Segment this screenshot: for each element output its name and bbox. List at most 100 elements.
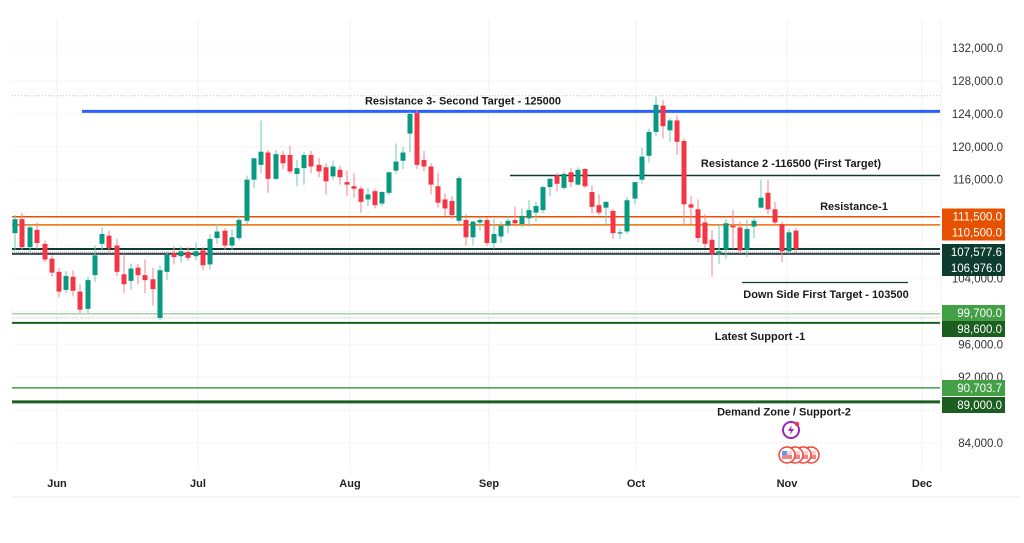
candle xyxy=(751,216,757,239)
candle xyxy=(372,188,378,209)
price-badge xyxy=(942,321,1005,337)
annotation-label: Demand Zone / Support-2 xyxy=(717,406,851,418)
price-tick-label: 96,000.0 xyxy=(958,339,1003,351)
candle xyxy=(236,215,242,241)
candle xyxy=(414,109,420,169)
candle xyxy=(251,158,257,188)
candle xyxy=(106,230,112,254)
price-axis[interactable]: 132,000.0 128,000.0 124,000.0 120,000.0 116,… xyxy=(940,20,1003,470)
candle xyxy=(610,209,616,239)
candle xyxy=(77,284,83,313)
candle xyxy=(128,263,134,290)
price-badge xyxy=(942,305,1005,321)
candle xyxy=(351,173,357,198)
price-tick-label: 120,000.0 xyxy=(952,142,1003,154)
candle xyxy=(660,99,666,139)
candle xyxy=(688,196,694,225)
event-icons[interactable] xyxy=(778,421,820,464)
candle xyxy=(365,187,371,207)
candle xyxy=(470,220,476,246)
svg-text:90,703.7: 90,703.7 xyxy=(957,383,1002,395)
candle xyxy=(34,222,40,249)
price-badge xyxy=(942,208,1005,225)
candle xyxy=(99,227,105,251)
price-badges: 111,500.0 110,500.0 107,577.6 106,976.0 99,7… xyxy=(942,208,1005,413)
candle xyxy=(596,194,602,216)
price-tick-label: 132,000.0 xyxy=(952,43,1003,55)
price-badge xyxy=(942,380,1005,396)
candle xyxy=(639,147,645,184)
candle xyxy=(512,206,518,227)
candles xyxy=(12,96,799,321)
candle xyxy=(185,247,191,262)
candle xyxy=(12,215,18,252)
candle xyxy=(337,165,343,185)
candle xyxy=(344,170,350,197)
price-tick-label: 128,000.0 xyxy=(952,76,1003,88)
candle xyxy=(786,229,792,254)
svg-text:107,577.6: 107,577.6 xyxy=(951,247,1002,259)
candle xyxy=(200,247,206,271)
time-tick-label: Jun xyxy=(47,478,67,490)
candle xyxy=(27,224,33,254)
candle xyxy=(229,229,235,250)
price-tick-label: 116,000.0 xyxy=(953,175,1003,187)
candle xyxy=(244,175,250,225)
candle xyxy=(653,96,659,137)
candle xyxy=(428,163,434,195)
candle xyxy=(709,229,715,277)
candle xyxy=(568,168,574,188)
candle xyxy=(273,150,279,180)
svg-text:98,600.0: 98,600.0 xyxy=(957,324,1002,336)
candle xyxy=(575,167,581,186)
candle xyxy=(178,246,184,263)
candle xyxy=(674,115,680,155)
candle xyxy=(716,224,722,264)
time-tick-label: Nov xyxy=(777,478,799,490)
annotation-label: Latest Support -1 xyxy=(715,331,805,343)
candle xyxy=(42,240,48,262)
candle xyxy=(135,263,141,285)
candle xyxy=(554,173,560,192)
price-tick-label: 124,000.0 xyxy=(952,109,1003,121)
candle xyxy=(330,160,336,180)
candle xyxy=(386,172,392,196)
candle xyxy=(695,199,701,243)
time-tick-label: Jul xyxy=(190,478,206,490)
candle xyxy=(723,219,729,259)
svg-text:110,500.0: 110,500.0 xyxy=(952,228,1002,240)
horizontal-levels xyxy=(12,109,940,404)
candle xyxy=(667,117,673,142)
candle xyxy=(449,196,455,220)
svg-text:111,500.0: 111,500.0 xyxy=(953,212,1002,224)
candle xyxy=(114,238,120,276)
candle xyxy=(171,246,177,265)
candle xyxy=(526,200,532,227)
annotation-label: Resistance 2 -116500 (First Target) xyxy=(701,158,881,170)
candle xyxy=(442,193,448,216)
candle xyxy=(603,201,609,225)
time-tick-label: Sep xyxy=(479,478,499,490)
candle xyxy=(19,212,25,250)
candle xyxy=(164,251,170,281)
time-axis[interactable]: Jun Jul Aug Sep Oct Nov Dec xyxy=(12,478,1020,498)
time-tick-label: Dec xyxy=(912,478,932,490)
candle xyxy=(379,191,385,207)
candle xyxy=(49,255,55,277)
candle xyxy=(632,182,638,205)
candle xyxy=(393,143,399,174)
candle xyxy=(772,201,778,225)
candle xyxy=(624,196,630,234)
candle xyxy=(765,179,771,215)
price-badge xyxy=(942,260,1005,276)
candle xyxy=(617,229,623,239)
candle xyxy=(323,163,329,195)
candle xyxy=(121,253,127,294)
candle xyxy=(193,242,199,261)
annotation-label: Resistance 3- Second Target - 125000 xyxy=(365,96,561,108)
candle xyxy=(540,186,546,214)
candle xyxy=(421,150,427,172)
candle xyxy=(70,270,76,297)
